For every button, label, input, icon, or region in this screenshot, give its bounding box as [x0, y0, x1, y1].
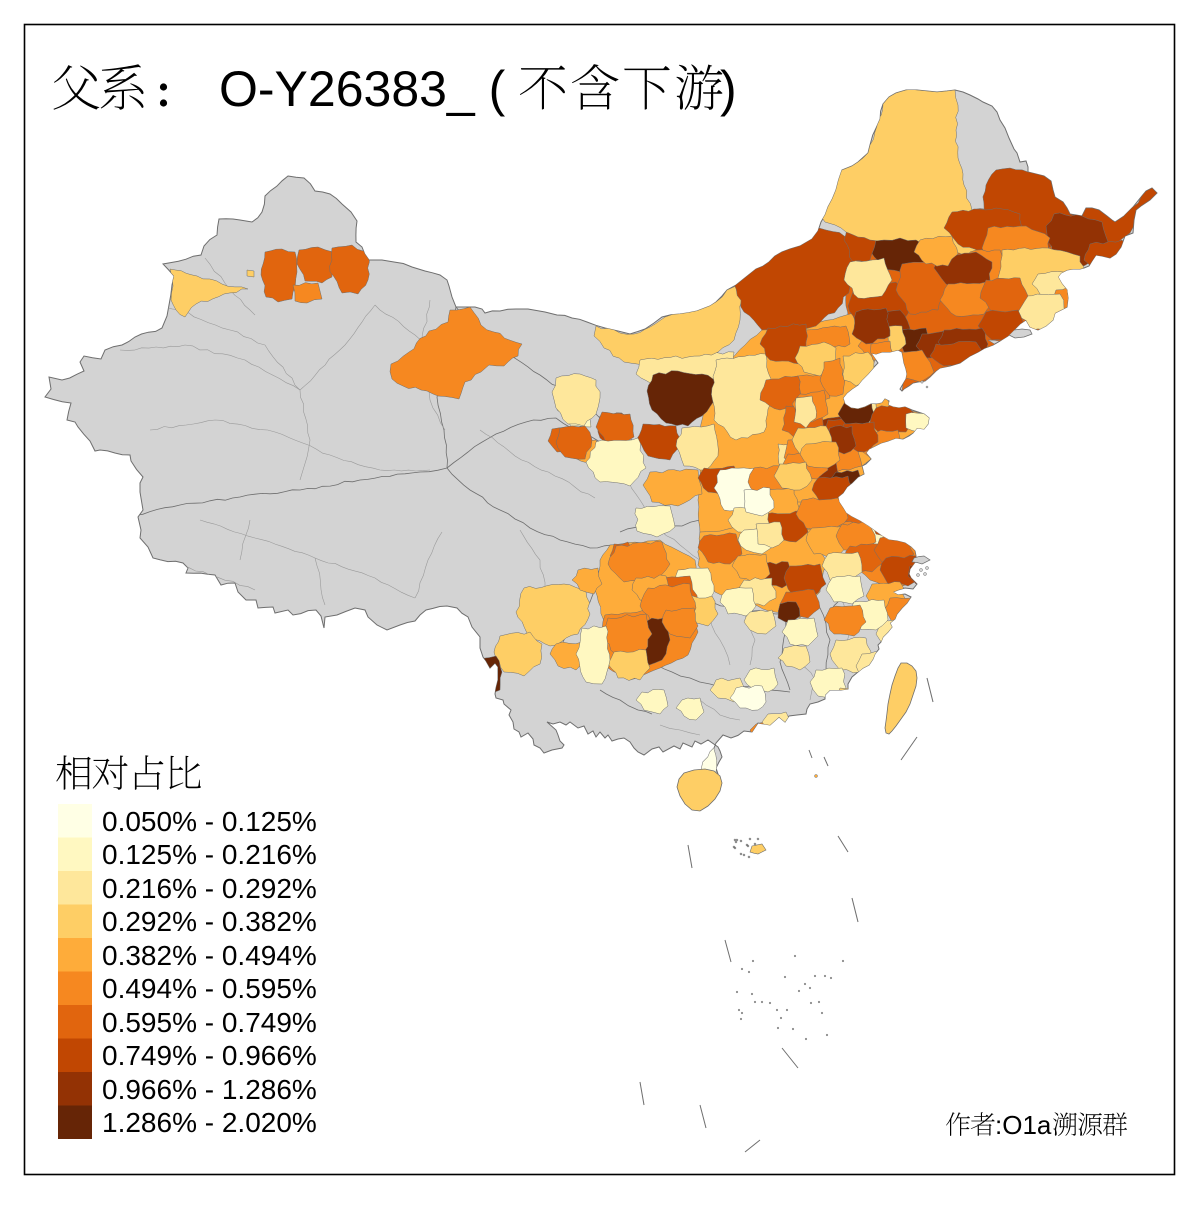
svg-text:): )	[720, 61, 737, 117]
svg-text:0.595% - 0.749%: 0.595% - 0.749%	[102, 1007, 317, 1038]
svg-text::O1a: :O1a	[995, 1110, 1052, 1140]
svg-text:1.286% - 2.020%: 1.286% - 2.020%	[102, 1107, 317, 1138]
svg-text:0.749% - 0.966%: 0.749% - 0.966%	[102, 1040, 317, 1071]
svg-text:0.050% - 0.125%: 0.050% - 0.125%	[102, 806, 317, 837]
svg-text:0.125% - 0.216%: 0.125% - 0.216%	[102, 839, 317, 870]
svg-text:0.216% - 0.292%: 0.216% - 0.292%	[102, 873, 317, 904]
svg-text:0.292% - 0.382%: 0.292% - 0.382%	[102, 906, 317, 937]
svg-text:0.494% - 0.595%: 0.494% - 0.595%	[102, 973, 317, 1004]
svg-text:0.966% - 1.286%: 0.966% - 1.286%	[102, 1074, 317, 1105]
svg-text:0.382% - 0.494%: 0.382% - 0.494%	[102, 940, 317, 971]
svg-text:O-Y26383_ (: O-Y26383_ (	[219, 61, 506, 117]
